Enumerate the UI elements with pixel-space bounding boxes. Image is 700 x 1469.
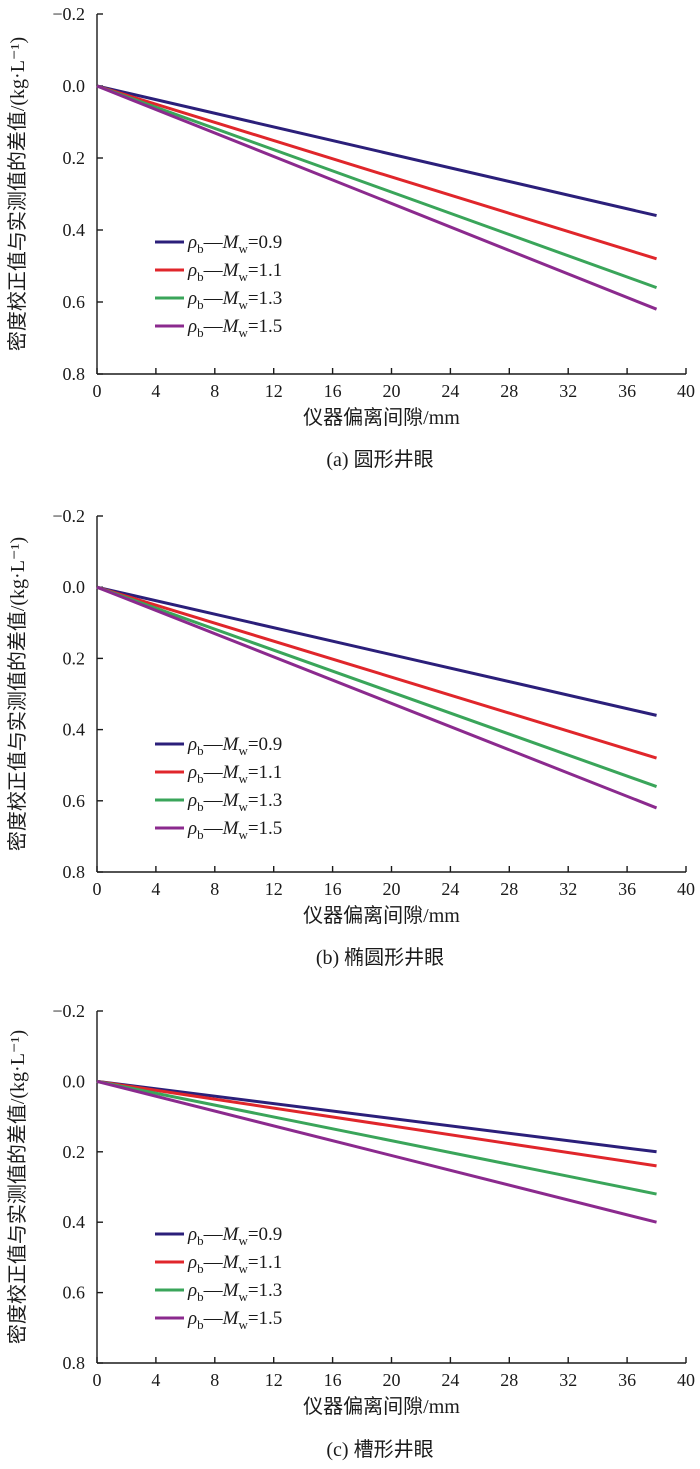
x-tick-label: 0 [93,879,102,899]
y-tick-label: 0.4 [63,720,86,740]
x-tick-label: 4 [151,879,160,899]
x-tick-label: 40 [677,381,695,401]
x-tick-label: 8 [210,879,219,899]
x-tick-label: 12 [265,879,283,899]
legend-label: ρb—Mw=1.3 [187,288,282,312]
y-tick-label: 0.8 [63,862,86,882]
x-tick-label: 28 [500,381,518,401]
y-tick-label: 0.6 [63,1283,86,1303]
y-axis-label: 密度校正值与实测值的差值/(kg·L⁻¹) [6,537,29,851]
x-tick-label: 12 [265,381,283,401]
legend: ρb—Mw=0.9 ρb—Mw=1.1 ρb—Mw=1.3 ρb—Mw=1.5 [155,1224,282,1332]
y-axis-label: 密度校正值与实测值的差值/(kg·L⁻¹) [6,37,29,351]
x-tick-label: 0 [93,1370,102,1390]
chart-panel-3: 0 4 8 12 16 20 24 28 32 36 40 −0.2 0.0 0.2 0.4 0.6 0.8 仪器… [6,1001,695,1461]
legend-label: ρb—Mw=1.5 [187,316,282,340]
y-tick-label: 0.8 [63,364,86,384]
x-tick-label: 20 [383,381,401,401]
legend-label: ρb—Mw=1.1 [187,1252,282,1276]
panel-caption: (c) 槽形井眼 [326,1438,433,1461]
legend: ρb—Mw=0.9 ρb—Mw=1.1 ρb—Mw=1.3 ρb—Mw=1.5 [155,232,282,340]
series-line-3 [96,585,658,788]
legend-label: ρb—Mw=1.5 [187,1308,282,1332]
x-tick-label: 4 [151,1370,160,1390]
y-tick-label: 0.2 [63,1142,86,1162]
y-tick-label: 0.8 [63,1353,86,1373]
y-tick-label: 0.0 [63,577,86,597]
x-tick-label: 24 [441,879,459,899]
y-tick-label: 0.6 [63,292,86,312]
x-tick-label: 32 [559,1370,577,1390]
legend-label: ρb—Mw=1.3 [187,1280,282,1304]
legend-label: ρb—Mw=1.1 [187,260,282,284]
series-line-2 [96,84,657,261]
y-tick-label: −0.2 [52,506,85,526]
y-tick-label: 0.4 [63,1212,86,1232]
chart-panel-1: 0 4 8 12 16 20 24 28 32 36 40 −0.2 0.0 0.2 0.4 0.6 0.8 仪器… [6,4,695,471]
legend-label: ρb—Mw=1.3 [187,790,282,814]
y-tick-label: 0.2 [63,148,86,168]
series-line-4 [96,585,658,810]
x-tick-label: 12 [265,1370,283,1390]
y-tick-label: 0.2 [63,648,86,668]
y-tick-label: 0.4 [63,220,86,240]
x-tick-label: 16 [324,879,342,899]
series-line-1 [96,84,657,218]
chart-panel-2: 0 4 8 12 16 20 24 28 32 36 40 −0.2 0.0 0.2 0.4 0.6 0.8 仪器… [6,506,695,969]
legend: ρb—Mw=0.9 ρb—Mw=1.1 ρb—Mw=1.3 ρb—Mw=1.5 [155,734,282,842]
legend-label: ρb—Mw=1.1 [187,762,282,786]
series-line-3 [96,1079,657,1196]
x-tick-label: 32 [559,381,577,401]
legend-label: ρb—Mw=0.9 [187,1224,282,1248]
x-tick-label: 24 [441,1370,459,1390]
x-tick-label: 16 [324,1370,342,1390]
panel-caption: (a) 圆形井眼 [326,448,433,471]
x-tick-label: 0 [93,381,102,401]
series-line-2 [96,1079,657,1168]
x-axis-label: 仪器偏离间隙/mm [303,1395,460,1418]
x-tick-label: 20 [383,879,401,899]
series-line-1 [96,1079,657,1154]
x-tick-label: 8 [210,381,219,401]
series-line-4 [96,1079,657,1224]
x-tick-label: 16 [324,381,342,401]
legend-label: ρb—Mw=1.5 [187,818,282,842]
x-tick-label: 24 [441,381,459,401]
legend-label: ρb—Mw=0.9 [187,232,282,256]
x-tick-label: 8 [210,1370,219,1390]
panel-caption: (b) 椭圆形井眼 [316,946,444,969]
y-tick-label: 0.6 [63,791,86,811]
y-tick-label: −0.2 [52,1001,85,1021]
x-tick-label: 36 [618,381,636,401]
series-line-4 [96,84,658,311]
series-line-3 [96,84,658,290]
x-tick-label: 36 [618,1370,636,1390]
y-axis-label: 密度校正值与实测值的差值/(kg·L⁻¹) [6,1030,29,1344]
series-line-2 [96,585,657,760]
x-tick-label: 32 [559,879,577,899]
x-tick-label: 40 [677,879,695,899]
y-tick-label: 0.0 [63,1071,86,1091]
x-tick-label: 4 [151,381,160,401]
x-tick-label: 20 [383,1370,401,1390]
x-tick-label: 40 [677,1370,695,1390]
x-axis-label: 仪器偏离间隙/mm [303,904,460,927]
y-tick-label: 0.0 [63,76,86,96]
y-tick-label: −0.2 [52,4,85,24]
series-line-1 [96,585,657,717]
x-axis-label: 仪器偏离间隙/mm [303,406,460,429]
x-tick-label: 28 [500,879,518,899]
x-tick-label: 36 [618,879,636,899]
x-tick-label: 28 [500,1370,518,1390]
legend-label: ρb—Mw=0.9 [187,734,282,758]
